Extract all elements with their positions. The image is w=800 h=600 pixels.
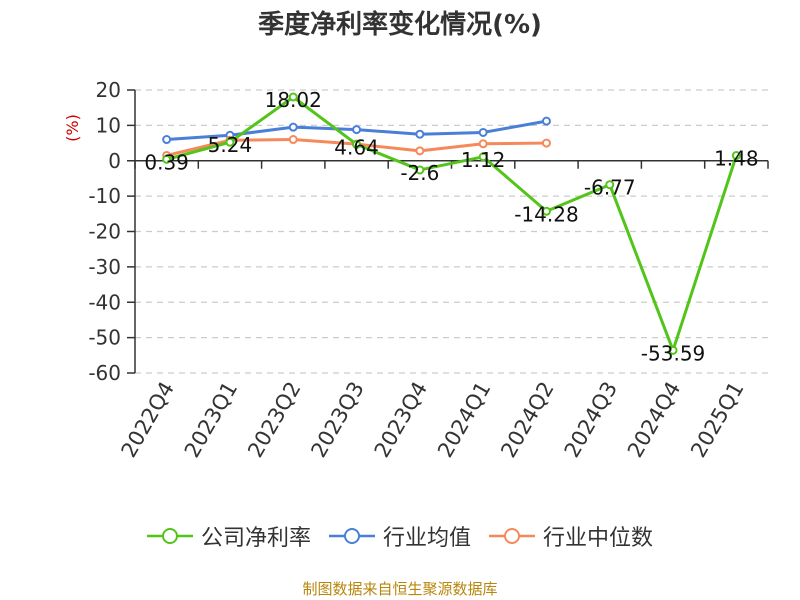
chart-title: 季度净利率变化情况(%)	[258, 10, 542, 40]
legend-marker-orange-icon	[489, 528, 535, 544]
x-tick-label: 2024Q1	[433, 378, 495, 462]
x-tick-label: 2024Q3	[560, 378, 622, 462]
data-point[interactable]	[478, 139, 488, 149]
data-point[interactable]	[415, 165, 425, 175]
y-axis-label: (%)	[63, 114, 82, 142]
data-point[interactable]	[541, 206, 551, 216]
legend-label-industry-avg: 行业均值	[382, 526, 471, 551]
legend-label-company: 公司净利率	[200, 526, 311, 551]
legend: 公司净利率 行业均值 行业中位数	[0, 520, 800, 552]
data-point[interactable]	[541, 116, 551, 126]
y-tick-label: -20	[88, 220, 121, 244]
data-labels: 0.39 5.24 18.02 4.64 -2.6 1.12 -14.28-6.77 -53.…	[144, 88, 758, 365]
x-tick-label: 2024Q2	[496, 378, 558, 462]
x-tick-label: 2023Q1	[180, 378, 242, 462]
legend-item-company[interactable]: 公司净利率	[146, 520, 311, 552]
y-tick-label: 0	[108, 149, 121, 173]
data-label: 18.02	[265, 88, 322, 112]
data-point[interactable]	[288, 122, 298, 132]
series-lines	[162, 92, 741, 355]
data-point[interactable]	[415, 146, 425, 156]
data-point[interactable]	[288, 92, 298, 102]
data-point[interactable]	[605, 180, 615, 190]
y-tick-label: -50	[88, 326, 121, 350]
data-point[interactable]	[731, 151, 741, 161]
y-tick-label: -60	[88, 361, 121, 385]
y-tick-label: -40	[88, 290, 121, 314]
data-point[interactable]	[415, 129, 425, 139]
data-label: -2.6	[400, 161, 439, 185]
data-point[interactable]	[288, 135, 298, 145]
legend-item-industry-avg[interactable]: 行业均值	[328, 520, 471, 552]
data-point[interactable]	[162, 154, 172, 164]
data-point[interactable]	[478, 127, 488, 137]
x-tick-label: 2023Q3	[306, 378, 368, 462]
y-tick-label: 20	[96, 78, 121, 102]
data-label: 5.24	[208, 133, 253, 157]
legend-marker-green-icon	[146, 528, 193, 544]
data-source-note: 制图数据来自恒生聚源数据库	[302, 580, 498, 598]
x-tick-label: 2025Q1	[686, 378, 748, 462]
y-tick-label: 10	[96, 113, 121, 137]
x-tick-label: 2024Q4	[623, 378, 685, 462]
data-label: 4.64	[334, 135, 379, 159]
series-line-0	[166, 95, 738, 352]
data-point[interactable]	[541, 138, 551, 148]
data-point[interactable]	[352, 125, 362, 135]
data-label: -53.59	[641, 341, 705, 365]
x-tick-label: 2023Q4	[370, 378, 432, 462]
legend-marker-blue-icon	[328, 528, 375, 544]
data-label: 0.39	[144, 150, 189, 174]
legend-item-industry-median[interactable]: 行业中位数	[489, 520, 653, 552]
y-tick-label: -10	[88, 184, 121, 208]
data-label: -14.28	[514, 202, 578, 226]
data-point[interactable]	[162, 135, 172, 145]
x-tick-label: 2023Q2	[243, 378, 305, 462]
data-point[interactable]	[478, 152, 488, 162]
data-point[interactable]	[352, 139, 362, 149]
data-label: -6.77	[584, 176, 636, 200]
data-label: 1.12	[461, 148, 506, 172]
data-point[interactable]	[225, 137, 235, 147]
x-tick-label: 2022Q4	[117, 378, 179, 462]
y-tick-label: -30	[88, 255, 121, 279]
data-label: 1.48	[714, 147, 759, 171]
legend-label-industry-median: 行业中位数	[543, 526, 654, 551]
data-point[interactable]	[668, 345, 678, 355]
